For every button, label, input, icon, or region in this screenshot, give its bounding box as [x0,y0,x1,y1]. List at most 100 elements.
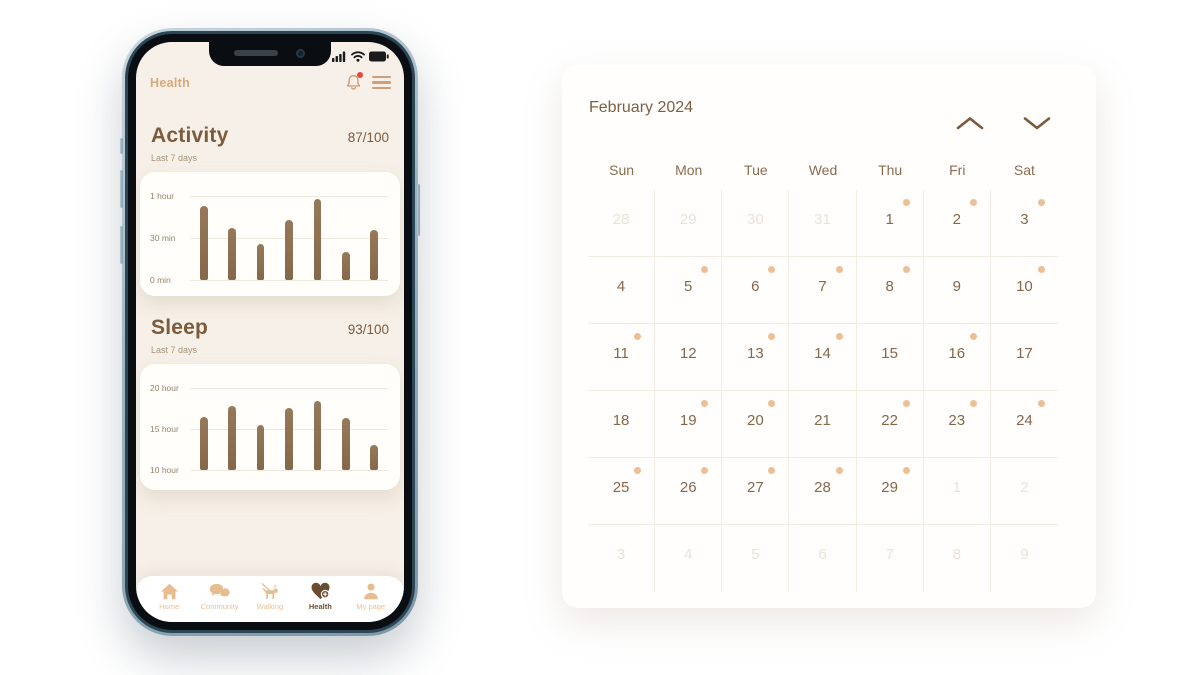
nav-item-health[interactable]: Health [297,582,343,611]
calendar-day-number: 14 [814,345,831,362]
calendar-day-cell[interactable]: 10 [990,257,1058,324]
calendar-day-cell[interactable]: 15 [856,324,924,391]
calendar-day-cell[interactable]: 13 [722,324,790,391]
event-dot-icon [634,467,642,474]
calendar-day-cell[interactable]: 14 [789,324,857,391]
menu-button[interactable] [372,75,391,90]
activity-bar [228,228,236,280]
notifications-button[interactable] [344,72,363,92]
calendar-day-cell[interactable]: 20 [722,391,790,458]
sleep-bar [200,416,208,470]
calendar-day-number: 8 [885,278,894,295]
calendar-day-cell[interactable]: 6 [722,257,790,324]
calendar-day-cell[interactable]: 1 [856,190,924,257]
day-header-sat: Sat [1013,162,1035,178]
calendar-day-cell[interactable]: 16 [923,324,991,391]
calendar-panel: February 2024 Sun Mon Tue Wed Thu Fri Sat 28 29… [562,65,1096,608]
power-button [417,184,420,236]
nav-item-home[interactable]: Home [146,583,192,611]
calendar-day-cell[interactable]: 27 [722,458,790,525]
my-page-icon [363,582,378,599]
event-dot-icon [1038,199,1045,206]
mute-switch [120,138,123,154]
calendar-day-number: 24 [1016,412,1033,429]
nav-item-my-page[interactable]: My page [348,582,394,611]
calendar-day-cell[interactable]: 22 [856,391,924,458]
calendar-day-cell[interactable]: 17 [990,324,1058,391]
calendar-day-cell[interactable]: 19 [655,391,723,458]
volume-down-button [120,226,123,264]
wifi-icon [351,51,365,62]
event-dot-icon [701,467,709,474]
calendar-day-cell[interactable]: 4 [588,257,656,324]
activity-subtitle: Last 7 days [151,153,198,163]
calendar-day-cell: 4 [655,525,723,592]
calendar-day-cell[interactable]: 8 [856,257,924,324]
chart-tick-label: 10 hour [150,465,179,475]
calendar-day-cell[interactable]: 5 [655,257,723,324]
calendar-day-cell[interactable]: 24 [990,391,1058,458]
sleep-section-header: Sleep 93/100 Last 7 days [151,316,389,355]
chart-tick-label: 1 hour [150,191,175,201]
chart-tick-label: 20 hour [150,383,179,393]
calendar-day-number: 29 [881,479,898,496]
activity-bar [200,205,208,280]
calendar-day-number: 9 [1020,546,1029,563]
calendar-day-cell: 3 [588,525,656,592]
next-month-button[interactable] [1022,115,1052,133]
calendar-day-cell: 28 [588,190,656,257]
calendar-day-number: 29 [679,211,697,228]
sleep-bar [256,424,265,470]
event-dot-icon [768,266,776,273]
sleep-chart: 20 hour 15 hour 10 hour [150,383,388,475]
calendar-day-number: 2 [1020,479,1029,496]
menu-icon [372,81,391,84]
calendar-day-number: 20 [747,412,764,429]
activity-section-header: Activity 87/100 Last 7 days [151,124,389,163]
calendar-day-cell[interactable]: 3 [990,190,1058,257]
menu-icon [372,75,391,79]
calendar-day-cell[interactable]: 7 [789,257,857,324]
calendar-day-cell[interactable]: 25 [588,458,656,525]
nav-item-walking[interactable]: Walking [247,582,293,611]
calendar-day-number: 19 [679,412,697,429]
calendar-day-cell[interactable]: 23 [923,391,991,458]
event-dot-icon [1038,266,1045,273]
nav-item-community[interactable]: Community [197,583,243,611]
calendar-day-cell[interactable]: 2 [923,190,991,257]
sleep-bar [370,445,378,470]
calendar-day-cell: 30 [722,190,790,257]
calendar-day-cell[interactable]: 29 [856,458,924,525]
menu-icon [372,86,391,90]
event-dot-icon [768,400,776,407]
activity-score: 87/100 [347,130,389,145]
activity-title: Activity [151,124,229,147]
calendar-day-cell[interactable]: 26 [655,458,723,525]
chart-tick-label: 15 hour [150,424,179,434]
calendar-day-number: 25 [612,479,630,496]
calendar-day-cell[interactable]: 11 [588,324,656,391]
activity-bar [342,252,350,280]
phone-notch [209,42,331,66]
chevron-down-icon [1023,117,1051,130]
calendar-day-number: 2 [952,211,961,228]
event-dot-icon [902,199,910,206]
calendar-day-number: 17 [1016,345,1033,362]
calendar-day-cell[interactable]: 18 [588,391,656,458]
previous-month-button[interactable] [955,115,985,133]
calendar-day-cell[interactable]: 21 [789,391,857,458]
calendar-day-cell[interactable]: 12 [655,324,723,391]
event-dot-icon [1038,400,1045,407]
calendar-day-cell: 29 [655,190,723,257]
event-dot-icon [835,266,843,273]
community-icon [209,583,231,600]
calendar-day-cell: 7 [857,525,924,592]
event-dot-icon [969,400,977,407]
sleep-bar [313,401,322,470]
nav-label-health: Health [308,602,332,611]
calendar-day-number: 6 [751,278,760,295]
event-dot-icon [902,400,910,407]
calendar-day-number: 23 [948,412,966,429]
calendar-day-cell[interactable]: 9 [923,257,991,324]
calendar-day-cell[interactable]: 28 [789,458,857,525]
